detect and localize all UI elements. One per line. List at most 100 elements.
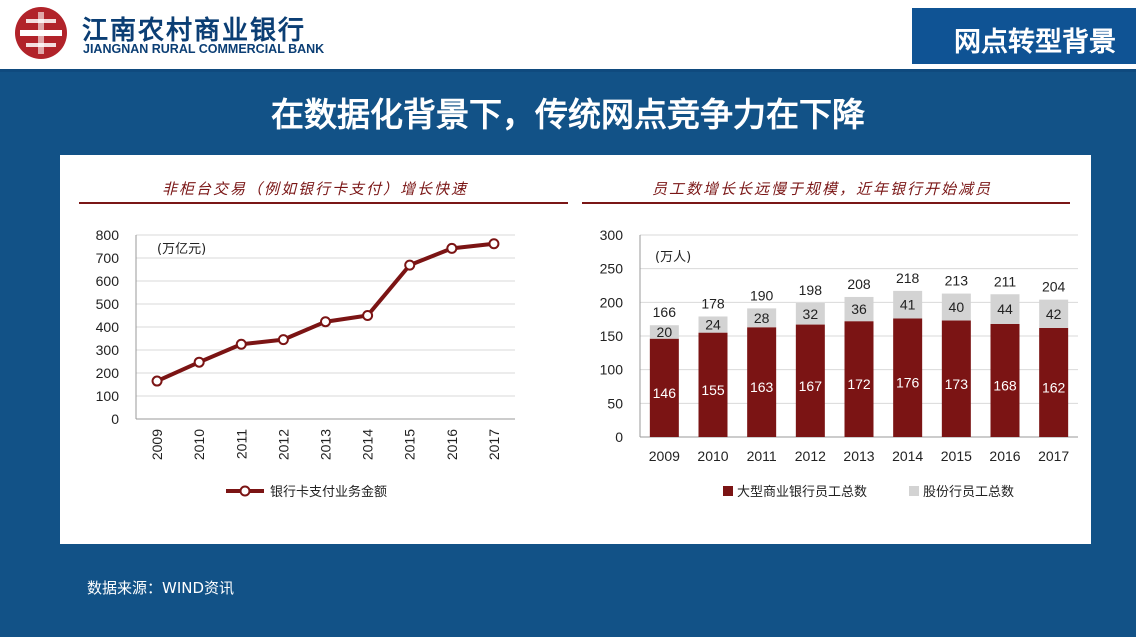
- bar-segment-large-banks: [795, 324, 825, 437]
- bar-total-label: 204: [1042, 279, 1066, 295]
- bar-value-label: 155: [701, 382, 725, 398]
- bar-value-label: 24: [705, 317, 721, 333]
- x-tick-label: 2009: [649, 448, 680, 464]
- y-tick-label: 600: [96, 273, 120, 289]
- x-tick-label: 2010: [191, 429, 207, 460]
- y-tick-label: 50: [607, 395, 623, 411]
- bar-value-label: 20: [657, 324, 673, 340]
- bar-value-label: 44: [997, 301, 1013, 317]
- right-chart-title-rule: [582, 202, 1070, 204]
- bar-value-label: 32: [803, 306, 819, 322]
- x-tick-label: 2016: [989, 448, 1020, 464]
- bank-name-cn: 江南农村商业银行: [82, 16, 307, 46]
- x-tick-label: 2015: [402, 429, 418, 460]
- bar-segment-joint-stock: [941, 293, 971, 321]
- page-headline: 在数据化背景下，传统网点竞争力在下降: [271, 95, 865, 134]
- y-tick-label: 150: [600, 328, 624, 344]
- bar-segment-large-banks: [747, 327, 777, 437]
- bar-segment-large-banks: [1039, 327, 1069, 437]
- x-tick-label: 2010: [697, 448, 728, 464]
- header-bar: 江南农村商业银行 JIANGNAN RURAL COMMERCIAL BANK …: [0, 0, 1136, 70]
- data-point: [235, 338, 247, 350]
- y-tick-label: 300: [600, 227, 624, 243]
- data-point: [362, 310, 374, 321]
- y-tick-label: 800: [96, 227, 120, 243]
- bar-segment-joint-stock: [795, 303, 825, 325]
- x-tick-label: 2016: [444, 429, 460, 460]
- legend-swatch: [909, 486, 919, 496]
- bar-segment-joint-stock: [747, 308, 777, 328]
- unit-label: (万人): [655, 250, 691, 265]
- bar-total-label: 198: [799, 282, 823, 298]
- x-tick-label: 2017: [486, 429, 502, 460]
- y-tick-label: 700: [96, 250, 120, 266]
- bar-segment-large-banks: [990, 323, 1020, 437]
- bar-segment-large-banks: [698, 332, 728, 437]
- bar-segment-large-banks: [893, 318, 923, 437]
- data-point: [488, 238, 500, 250]
- data-point: [277, 334, 289, 346]
- data-point: [404, 259, 416, 271]
- bar-value-label: 40: [949, 299, 965, 315]
- bar-total-label: 190: [750, 287, 774, 303]
- bar-total-label: 166: [653, 304, 677, 320]
- x-tick-label: 2013: [843, 448, 874, 464]
- y-tick-label: 250: [600, 261, 624, 277]
- bar-value-label: 28: [754, 310, 770, 326]
- series-line: [156, 241, 495, 383]
- y-tick-label: 0: [111, 411, 119, 427]
- bar-total-label: 213: [945, 273, 969, 289]
- y-tick-label: 500: [96, 296, 120, 312]
- data-point: [193, 356, 205, 368]
- y-tick-label: 400: [96, 319, 120, 335]
- legend-label: 股份行员工总数: [923, 485, 1014, 500]
- bar-total-label: 218: [896, 270, 920, 286]
- x-tick-label: 2012: [275, 429, 291, 460]
- y-tick-label: 200: [96, 365, 120, 381]
- bar-segment-large-banks: [941, 320, 971, 437]
- x-tick-label: 2015: [941, 448, 972, 464]
- bank-name-en: JIANGNAN RURAL COMMERCIAL BANK: [83, 42, 325, 56]
- bar-segment-joint-stock: [1039, 299, 1069, 328]
- y-tick-label: 300: [96, 342, 120, 358]
- left-chart-title: 非柜台交易（例如银行卡支付）增长快速: [162, 180, 469, 198]
- bar-value-label: 42: [1046, 306, 1062, 322]
- bar-value-label: 163: [750, 379, 774, 395]
- right-chart-title: 员工数增长长远慢于规模，近年银行开始减员: [652, 180, 993, 198]
- legend-swatch: [723, 486, 733, 496]
- stacked-bar-chart: 0 50 100 150 200 250 300 (万人) 146 20 166 2009 155 24 1…: [600, 227, 1078, 500]
- bar-value-label: 146: [653, 385, 677, 401]
- unit-label: (万亿元): [157, 242, 206, 257]
- charts-panel: 非柜台交易（例如银行卡支付）增长快速 员工数增长长远慢于规模，近年银行开始减员 …: [60, 155, 1091, 544]
- y-tick-label: 100: [96, 388, 120, 404]
- section-title: 网点转型背景: [954, 27, 1116, 58]
- x-tick-label: 2011: [747, 448, 777, 464]
- y-tick-label: 200: [600, 294, 624, 310]
- bar-value-label: 168: [993, 377, 1017, 393]
- bar-total-label: 211: [994, 273, 1017, 289]
- bar-segment-joint-stock: [649, 325, 679, 339]
- bar-segment-joint-stock: [990, 294, 1020, 324]
- bar-segment-large-banks: [649, 338, 679, 437]
- x-tick-label: 2011: [233, 429, 249, 459]
- line-chart: 0 100 200 300 400 500 600 700 800 (万亿元) 2009 2010 20…: [96, 227, 515, 500]
- bank-logo-icon: [15, 7, 67, 59]
- bar-segment-joint-stock: [698, 316, 728, 333]
- header-divider: [0, 69, 1136, 72]
- x-tick-label: 2012: [795, 448, 826, 464]
- bar-segment-joint-stock: [844, 296, 874, 322]
- y-tick-label: 100: [600, 362, 624, 378]
- bar-total-label: 178: [701, 295, 725, 311]
- x-tick-label: 2014: [892, 448, 923, 464]
- legend-marker: [239, 485, 251, 497]
- section-title-box: 网点转型背景: [912, 8, 1136, 64]
- data-point: [446, 242, 458, 254]
- bar-value-label: 162: [1042, 379, 1066, 395]
- bar-value-label: 176: [896, 375, 920, 391]
- x-tick-label: 2014: [360, 429, 376, 460]
- bar-segment-joint-stock: [893, 290, 923, 319]
- bar-value-label: 172: [847, 376, 871, 392]
- data-point: [151, 375, 163, 387]
- bar-value-label: 173: [945, 376, 969, 392]
- x-tick-label: 2017: [1038, 448, 1069, 464]
